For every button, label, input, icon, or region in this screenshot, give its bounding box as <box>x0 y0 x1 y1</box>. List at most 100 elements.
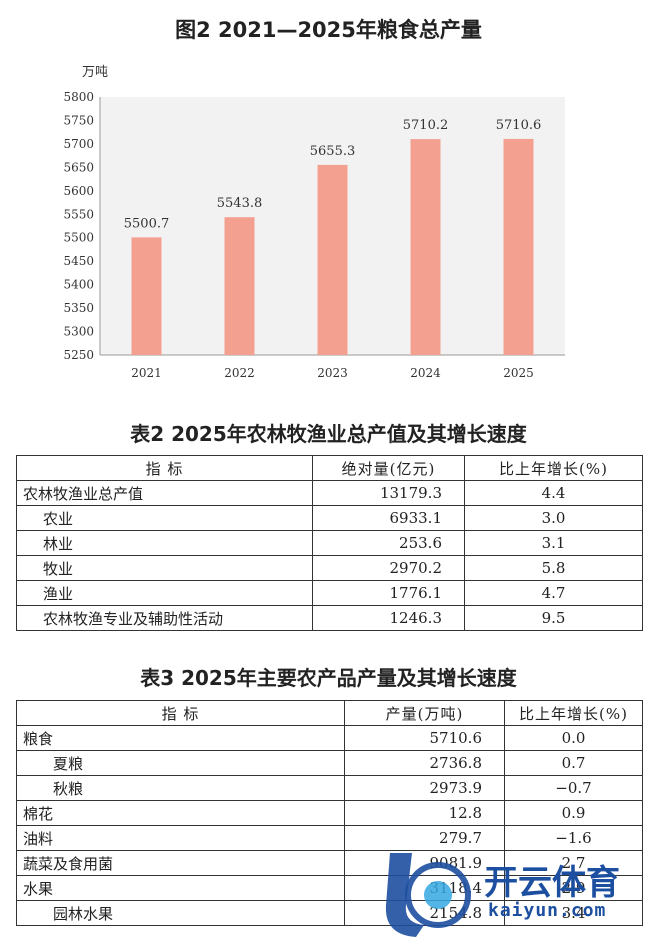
row-indicator: 棉花 <box>16 800 345 826</box>
row-indicator: 农林牧渔专业及辅助性活动 <box>16 605 313 631</box>
row-growth: 3.0 <box>464 505 643 531</box>
bar-value-label: 5710.2 <box>403 118 449 133</box>
row-value: 2973.9 <box>344 775 505 801</box>
bar-2025 <box>503 138 534 355</box>
row-growth: 2.9 <box>504 875 643 901</box>
row-value: 6933.1 <box>312 505 465 531</box>
table-row: 农林牧渔业总产值 13179.3 4.4 <box>16 480 643 506</box>
table-header-row: 指 标 绝对量(亿元) 比上年增长(%) <box>16 455 643 481</box>
row-indicator: 水果 <box>16 875 345 901</box>
row-indicator: 农业 <box>16 505 313 531</box>
row-growth: −0.7 <box>504 775 643 801</box>
x-tick-labels: 2021 2022 2023 2024 2025 <box>131 366 534 380</box>
figure-title: 图2 2021—2025年粮食总产量 <box>175 18 482 42</box>
header-value: 绝对量(亿元) <box>312 455 465 481</box>
row-indicator: 秋粮 <box>16 775 345 801</box>
row-growth: 4.7 <box>464 580 643 606</box>
y-tick-label: 5600 <box>63 184 94 198</box>
row-growth: 5.8 <box>464 555 643 581</box>
header-growth: 比上年增长(%) <box>504 700 643 726</box>
y-axis-unit-label: 万吨 <box>82 65 108 80</box>
row-indicator: 蔬菜及食用菌 <box>16 850 345 876</box>
row-indicator: 农林牧渔业总产值 <box>16 480 313 506</box>
row-growth: 2.7 <box>504 850 643 876</box>
table-row: 农林牧渔专业及辅助性活动 1246.3 9.5 <box>16 605 643 631</box>
y-tick-label: 5700 <box>63 137 94 151</box>
header-value: 产量(万吨) <box>344 700 505 726</box>
y-tick-label: 5300 <box>63 325 94 339</box>
x-tick-label: 2022 <box>224 366 255 380</box>
header-indicator: 指 标 <box>16 700 345 726</box>
row-value: 1246.3 <box>312 605 465 631</box>
bar-value-label: 5710.6 <box>496 118 542 133</box>
row-indicator: 油料 <box>16 825 345 851</box>
table-row: 粮食 5710.6 0.0 <box>16 725 643 751</box>
row-value: 2154.8 <box>344 900 505 926</box>
watermark-logo: 开云体育 kaiyun.com <box>372 845 657 940</box>
table-row: 水果 3118.4 2.9 <box>16 875 643 901</box>
row-indicator: 粮食 <box>16 725 345 751</box>
row-value: 5710.6 <box>344 725 505 751</box>
row-value: 2736.8 <box>344 750 505 776</box>
row-value: 2970.2 <box>312 555 465 581</box>
row-growth: 3.1 <box>464 530 643 556</box>
header-indicator: 指 标 <box>16 455 313 481</box>
row-indicator: 林业 <box>16 530 313 556</box>
table-row: 棉花 12.8 0.9 <box>16 800 643 826</box>
row-value: 279.7 <box>344 825 505 851</box>
y-tick-label: 5250 <box>63 348 94 362</box>
header-growth: 比上年增长(%) <box>464 455 643 481</box>
y-tick-label: 5500 <box>63 231 94 245</box>
y-tick-label: 5750 <box>63 113 94 127</box>
row-indicator: 牧业 <box>16 555 313 581</box>
bars: 5500.7 5543.8 5655.3 5710.2 5710.6 <box>124 118 542 355</box>
table3-agri-products: 指 标 产量(万吨) 比上年增长(%) 粮食 5710.6 0.0 夏粮 2736.8 0… <box>16 700 643 926</box>
row-indicator: 夏粮 <box>16 750 345 776</box>
table-row: 林业 253.6 3.1 <box>16 530 643 556</box>
table2-title: 表2 2025年农林牧渔业总产值及其增长速度 <box>130 422 527 446</box>
x-tick-label: 2024 <box>410 366 441 380</box>
y-tick-label: 5350 <box>63 301 94 315</box>
row-growth: 4.4 <box>464 480 643 506</box>
row-indicator: 园林水果 <box>16 900 345 926</box>
y-tick-label: 5400 <box>63 278 94 292</box>
watermark-ball-icon <box>385 853 471 937</box>
row-value: 1776.1 <box>312 580 465 606</box>
row-value: 253.6 <box>312 530 465 556</box>
row-growth: −1.6 <box>504 825 643 851</box>
bar-2023 <box>317 164 348 355</box>
table-row: 园林水果 2154.8 3.4 <box>16 900 643 926</box>
table-row: 渔业 1776.1 4.7 <box>16 580 643 606</box>
row-indicator: 渔业 <box>16 580 313 606</box>
row-growth: 0.0 <box>504 725 643 751</box>
row-growth: 0.7 <box>504 750 643 776</box>
bar-value-label: 5543.8 <box>217 196 263 211</box>
table-row: 夏粮 2736.8 0.7 <box>16 750 643 776</box>
watermark-brand: 开云体育 <box>484 863 620 903</box>
x-tick-label: 2021 <box>131 366 162 380</box>
watermark-domain: kaiyun.com <box>488 900 607 921</box>
y-tick-labels: 5250 5300 5350 5400 5450 5500 5550 5600 5650 5700… <box>63 90 94 362</box>
x-tick-label: 2023 <box>317 366 348 380</box>
y-tick-label: 5450 <box>63 254 94 268</box>
row-value: 12.8 <box>344 800 505 826</box>
row-growth: 3.4 <box>504 900 643 926</box>
y-tick-label: 5800 <box>63 90 94 104</box>
y-tick-label: 5650 <box>63 160 94 174</box>
table-row: 牧业 2970.2 5.8 <box>16 555 643 581</box>
bar-value-label: 5655.3 <box>310 144 356 159</box>
grain-output-bar-chart: 万吨 5250530053505400545055005550560056505… <box>63 65 565 380</box>
bar-value-label: 5500.7 <box>124 216 170 231</box>
bar-2024 <box>410 139 441 355</box>
table-row: 秋粮 2973.9 −0.7 <box>16 775 643 801</box>
table-row: 农业 6933.1 3.0 <box>16 505 643 531</box>
y-tick-label: 5550 <box>63 207 94 221</box>
table3-title: 表3 2025年主要农产品产量及其增长速度 <box>140 666 517 690</box>
row-growth: 9.5 <box>464 605 643 631</box>
table2-agri-output: 指 标 绝对量(亿元) 比上年增长(%) 农林牧渔业总产值 13179.3 4.4 农… <box>16 455 643 631</box>
bar-2021 <box>131 237 162 355</box>
table-header-row: 指 标 产量(万吨) 比上年增长(%) <box>16 700 643 726</box>
row-growth: 0.9 <box>504 800 643 826</box>
bar-2022 <box>224 217 255 355</box>
x-tick-label: 2025 <box>503 366 534 380</box>
